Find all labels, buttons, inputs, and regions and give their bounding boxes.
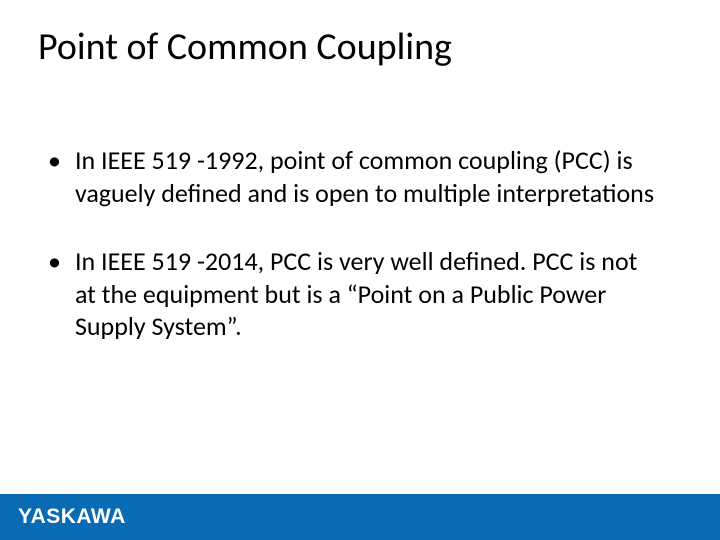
bullet-marker-icon: • xyxy=(48,144,61,177)
bullet-item: • In IEEE 519 -2014, PCC is very well de… xyxy=(48,245,660,343)
slide-title: Point of Common Coupling xyxy=(38,24,452,70)
bullet-text: In IEEE 519 -1992, point of common coupl… xyxy=(75,144,660,209)
bullet-text: In IEEE 519 -2014, PCC is very well defi… xyxy=(75,245,660,343)
brand-logo: YASKAWA xyxy=(18,505,126,529)
footer-bar: YASKAWA xyxy=(0,494,720,540)
bullet-item: • In IEEE 519 -1992, point of common cou… xyxy=(48,144,660,209)
slide-body: • In IEEE 519 -1992, point of common cou… xyxy=(48,144,660,379)
bullet-marker-icon: • xyxy=(48,245,61,278)
